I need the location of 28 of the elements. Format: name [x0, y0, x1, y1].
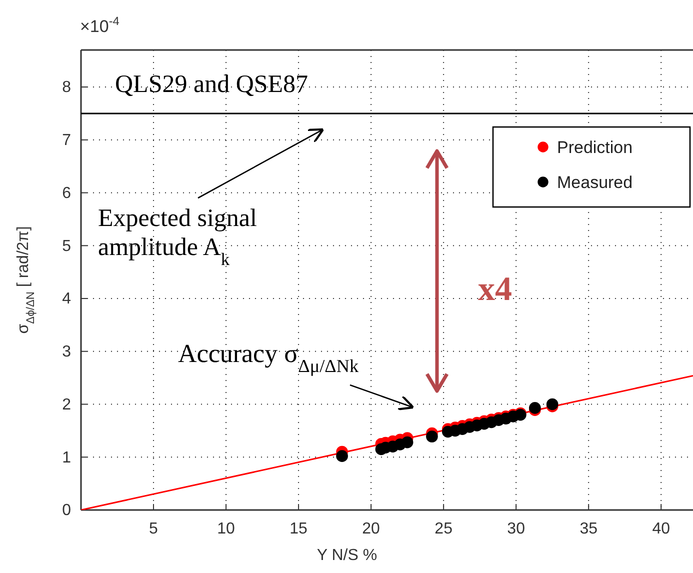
- x-tick-label: 10: [217, 520, 236, 538]
- x-tick-label: 30: [507, 520, 526, 538]
- x-tick-label: 20: [362, 520, 380, 538]
- legend-label: Prediction: [557, 138, 633, 157]
- x-tick-label: 25: [434, 520, 453, 538]
- y-tick-label: 8: [62, 79, 72, 96]
- annotation: Accuracy σ$_{Δμ/ΔNk}$: [178, 339, 360, 376]
- y-tick-label: 5: [62, 238, 72, 255]
- annotation: x4: [478, 271, 512, 308]
- point: [426, 430, 438, 442]
- x-tick-label: 40: [652, 520, 670, 538]
- y-tick-label: 4: [62, 290, 72, 308]
- y-tick-label: 7: [62, 132, 72, 150]
- y-tick-label: 1: [62, 449, 72, 466]
- y-tick-label: 2: [62, 396, 72, 414]
- y-tick-label: 6: [62, 184, 72, 202]
- legend-label: Measured: [557, 173, 633, 192]
- text: ×10$^{-4}$: [80, 14, 120, 36]
- y-tick-label: 0: [62, 502, 72, 520]
- annotation: Expected signal amplitude A$_{k}$: [98, 205, 258, 269]
- x-tick-label: 35: [580, 520, 598, 538]
- x-axis-title: Y N/S %: [316, 547, 378, 564]
- y-tick-label: 3: [62, 344, 72, 360]
- point: [401, 436, 414, 448]
- point: [336, 450, 348, 462]
- x-tick-label: 5: [149, 520, 158, 538]
- annotation: QLS29 and QSE87: [115, 71, 308, 98]
- x-tick-label: 15: [290, 520, 308, 538]
